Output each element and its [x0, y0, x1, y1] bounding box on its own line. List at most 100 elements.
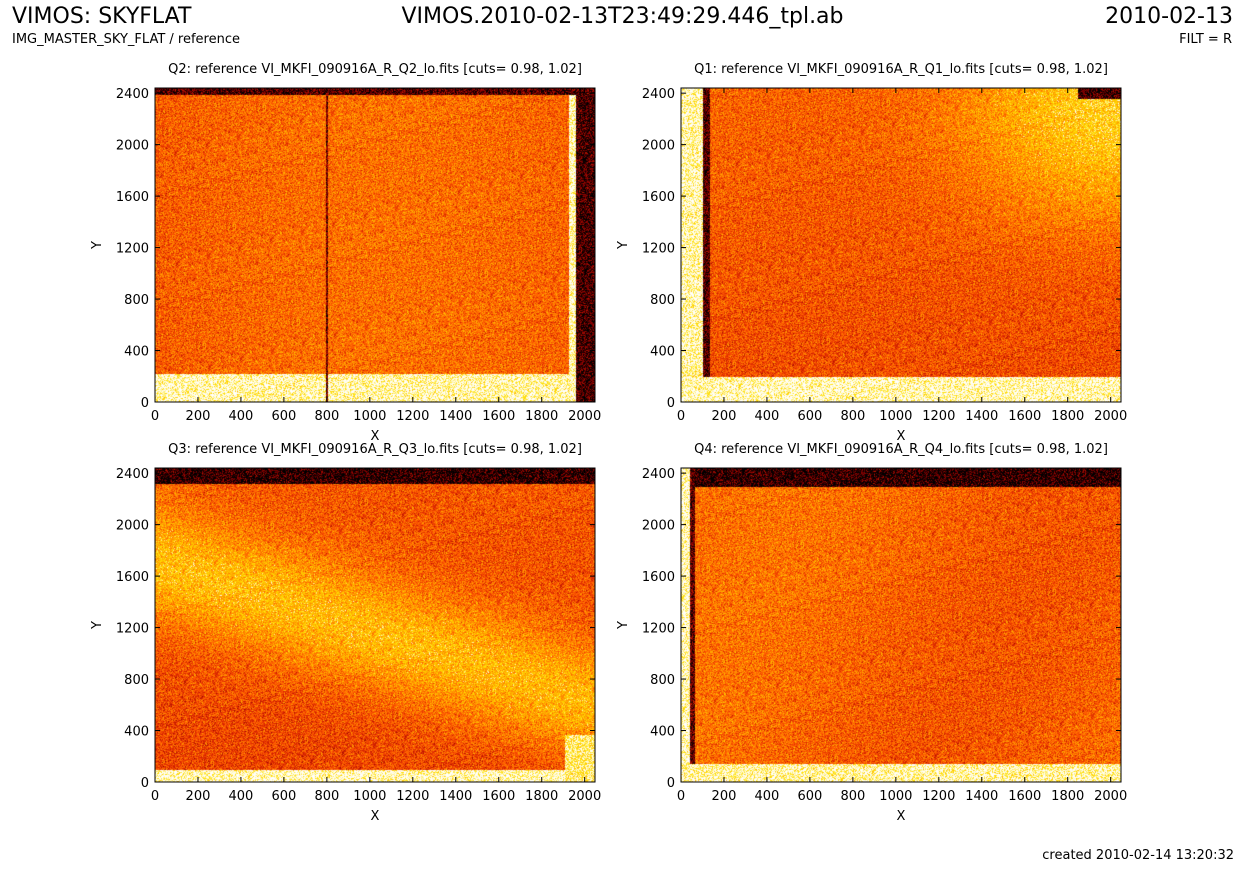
- y-tick-label: 2000: [116, 139, 149, 154]
- x-axis-label: X: [897, 429, 906, 444]
- flat-field-image: [155, 468, 595, 782]
- plot-frame: [154, 467, 596, 783]
- y-tick-label: 400: [650, 725, 675, 740]
- x-tick-label: 0: [677, 409, 685, 424]
- x-tick-label: 400: [755, 409, 780, 424]
- y-axis-label: Y: [616, 241, 631, 250]
- x-tick-label: 0: [677, 789, 685, 804]
- y-tick-label: 2000: [116, 519, 149, 534]
- x-tick-label: 600: [271, 789, 296, 804]
- x-tick-label: 600: [797, 409, 822, 424]
- x-tick-label: 800: [840, 789, 865, 804]
- x-tick-label: 2000: [1094, 409, 1127, 424]
- x-tick-label: 1000: [879, 409, 912, 424]
- x-tick-label: 400: [755, 789, 780, 804]
- y-tick-label: 400: [124, 725, 149, 740]
- y-tick-label: 2000: [642, 519, 675, 534]
- y-tick-label: 2000: [642, 139, 675, 154]
- plot-title: Q4: reference VI_MKFI_090916A_R_Q4_lo.fi…: [694, 442, 1108, 457]
- x-tick-label: 1400: [439, 409, 472, 424]
- x-tick-label: 1400: [965, 789, 998, 804]
- x-tick-label: 2000: [568, 409, 601, 424]
- x-tick-label: 1000: [879, 789, 912, 804]
- observation-date: 2010-02-13: [1105, 4, 1233, 29]
- x-tick-label: 1800: [525, 409, 558, 424]
- y-tick-label: 1600: [116, 190, 149, 205]
- x-tick-label: 1200: [396, 409, 429, 424]
- page-subtitle: IMG_MASTER_SKY_FLAT / reference: [12, 32, 240, 47]
- x-tick-label: 200: [186, 789, 211, 804]
- y-tick-label: 2400: [642, 87, 675, 102]
- quadrant-panel-1: Q2: reference VI_MKFI_090916A_R_Q2_lo.fi…: [90, 62, 601, 444]
- plot-title: Q2: reference VI_MKFI_090916A_R_Q2_lo.fi…: [168, 62, 582, 77]
- x-tick-label: 0: [151, 409, 159, 424]
- x-tick-label: 1200: [396, 789, 429, 804]
- flat-field-image: [681, 468, 1121, 782]
- y-axis-label: Y: [616, 621, 631, 630]
- quadrant-panel-3: Q3: reference VI_MKFI_090916A_R_Q3_lo.fi…: [90, 442, 601, 824]
- y-tick-label: 2400: [116, 467, 149, 482]
- plot-title: Q1: reference VI_MKFI_090916A_R_Q1_lo.fi…: [694, 62, 1108, 77]
- y-tick-label: 1600: [642, 190, 675, 205]
- y-axis-label: Y: [90, 241, 105, 250]
- y-tick-label: 1200: [116, 622, 149, 637]
- filter-label: FILT = R: [1179, 32, 1232, 47]
- x-axis-label: X: [371, 809, 380, 824]
- x-tick-label: 1800: [525, 789, 558, 804]
- y-tick-label: 800: [650, 293, 675, 308]
- x-tick-label: 1600: [1008, 789, 1041, 804]
- x-tick-label: 1200: [922, 789, 955, 804]
- x-axis-label: X: [371, 429, 380, 444]
- file-name: VIMOS.2010-02-13T23:49:29.446_tpl.ab: [401, 4, 844, 29]
- x-tick-label: 800: [840, 409, 865, 424]
- x-tick-label: 0: [151, 789, 159, 804]
- y-tick-label: 1200: [642, 622, 675, 637]
- y-axis-label: Y: [90, 621, 105, 630]
- y-tick-label: 0: [141, 776, 149, 791]
- x-tick-label: 1000: [353, 409, 386, 424]
- page-title: VIMOS: SKYFLAT: [12, 4, 192, 29]
- y-tick-label: 1200: [642, 242, 675, 257]
- y-tick-label: 0: [667, 396, 675, 411]
- plot-frame: [680, 467, 1122, 783]
- y-tick-label: 2400: [116, 87, 149, 102]
- y-tick-label: 1600: [116, 570, 149, 585]
- x-axis-label: X: [897, 809, 906, 824]
- x-tick-label: 1000: [353, 789, 386, 804]
- created-timestamp: created 2010-02-14 13:20:32: [1042, 848, 1234, 863]
- x-tick-label: 1800: [1051, 789, 1084, 804]
- x-tick-label: 1800: [1051, 409, 1084, 424]
- x-tick-label: 200: [712, 409, 737, 424]
- plot-frame: [680, 87, 1122, 403]
- x-tick-label: 1600: [482, 789, 515, 804]
- plot-title: Q3: reference VI_MKFI_090916A_R_Q3_lo.fi…: [168, 442, 582, 457]
- y-tick-label: 800: [124, 293, 149, 308]
- flat-field-image: [155, 88, 595, 402]
- x-tick-label: 1600: [1008, 409, 1041, 424]
- y-tick-label: 0: [141, 396, 149, 411]
- y-tick-label: 1200: [116, 242, 149, 257]
- x-tick-label: 800: [314, 789, 339, 804]
- x-tick-label: 2000: [568, 789, 601, 804]
- x-tick-label: 600: [797, 789, 822, 804]
- y-tick-label: 2400: [642, 467, 675, 482]
- x-tick-label: 1400: [439, 789, 472, 804]
- y-tick-label: 400: [650, 345, 675, 360]
- y-tick-label: 0: [667, 776, 675, 791]
- quadrant-panel-2: Q1: reference VI_MKFI_090916A_R_Q1_lo.fi…: [616, 62, 1127, 444]
- x-tick-label: 200: [712, 789, 737, 804]
- x-tick-label: 1400: [965, 409, 998, 424]
- x-tick-label: 1200: [922, 409, 955, 424]
- x-tick-label: 1600: [482, 409, 515, 424]
- y-tick-label: 800: [124, 673, 149, 688]
- x-tick-label: 400: [229, 789, 254, 804]
- quadrant-panel-4: Q4: reference VI_MKFI_090916A_R_Q4_lo.fi…: [616, 442, 1127, 824]
- x-tick-label: 600: [271, 409, 296, 424]
- x-tick-label: 800: [314, 409, 339, 424]
- flat-field-image: [681, 88, 1121, 402]
- x-tick-label: 200: [186, 409, 211, 424]
- y-tick-label: 1600: [642, 570, 675, 585]
- x-tick-label: 400: [229, 409, 254, 424]
- plot-frame: [154, 87, 596, 403]
